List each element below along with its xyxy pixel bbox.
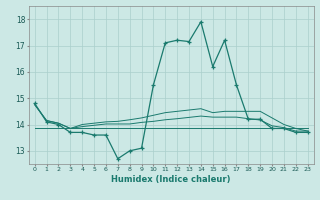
X-axis label: Humidex (Indice chaleur): Humidex (Indice chaleur) xyxy=(111,175,231,184)
